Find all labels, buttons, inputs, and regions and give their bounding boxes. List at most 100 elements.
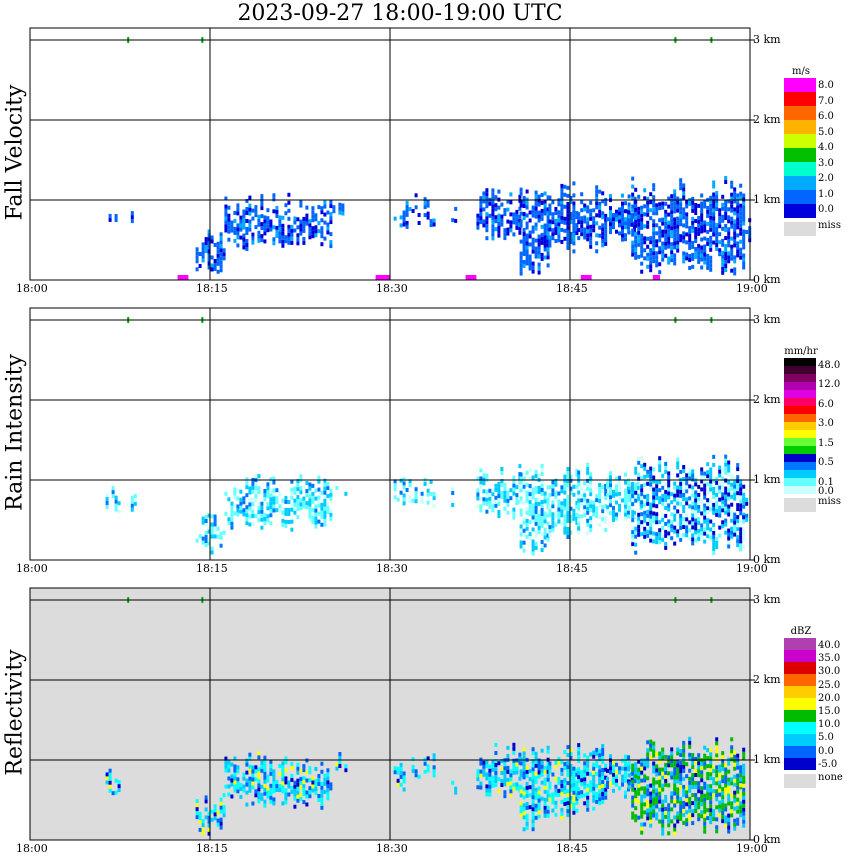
data-cell (323, 506, 327, 511)
data-cell (730, 502, 734, 507)
data-cell (272, 801, 276, 806)
data-cell (534, 469, 538, 474)
data-cell (742, 791, 746, 796)
data-cell (676, 228, 680, 233)
data-cell (643, 248, 647, 253)
data-cell (718, 812, 722, 817)
data-cell (341, 207, 345, 212)
data-cell (326, 784, 330, 789)
data-cell (305, 489, 309, 494)
data-cell (733, 191, 737, 196)
data-cell (727, 243, 731, 248)
data-cell (618, 766, 621, 771)
data-cell (414, 487, 418, 492)
data-cell (522, 520, 526, 525)
data-cell (637, 226, 641, 231)
data-cell (685, 256, 689, 261)
data-cell (210, 235, 214, 240)
data-cell (519, 263, 523, 268)
data-cell (706, 522, 710, 527)
data-cell (575, 808, 579, 813)
data-cell (546, 789, 550, 794)
data-cell (724, 767, 728, 772)
data-cell (652, 515, 656, 520)
data-cell (658, 250, 662, 255)
data-cell (414, 495, 418, 500)
data-cell (676, 775, 680, 780)
data-cell (661, 501, 665, 506)
data-cell (658, 783, 662, 788)
data-cell (251, 773, 255, 778)
data-cell (497, 777, 501, 782)
data-cell (522, 803, 526, 808)
data-cell (739, 535, 743, 540)
data-cell (742, 751, 746, 756)
data-cell (543, 777, 547, 782)
data-cell (338, 202, 342, 207)
data-cell (296, 794, 300, 799)
data-cell (198, 811, 202, 816)
data-cell (736, 245, 740, 250)
data-cell (546, 537, 550, 542)
data-cell (736, 475, 740, 480)
data-cell (609, 495, 612, 500)
data-cell (739, 769, 743, 774)
data-cell (503, 494, 507, 499)
data-cell (426, 488, 430, 493)
data-cell (263, 783, 267, 788)
data-cell (718, 788, 722, 793)
data-cell (615, 778, 618, 783)
data-cell (233, 218, 237, 223)
data-cell (560, 815, 564, 820)
data-cell (621, 201, 624, 206)
data-cell (485, 760, 489, 765)
data-cell (219, 244, 223, 249)
data-cell (224, 220, 228, 225)
data-cell (688, 528, 692, 533)
data-cell (624, 233, 627, 238)
colorbar-label: 0.0 (818, 486, 834, 498)
data-cell (201, 242, 205, 247)
data-cell (269, 219, 273, 224)
data-cell (636, 489, 640, 494)
data-cell (317, 774, 321, 778)
data-cell (736, 213, 740, 218)
data-cell (563, 490, 567, 495)
data-cell (476, 217, 480, 222)
data-cell (595, 249, 599, 254)
data-cell (227, 784, 231, 789)
data-cell (554, 239, 558, 243)
data-cell (540, 240, 544, 245)
data-cell (673, 245, 677, 250)
data-cell (727, 484, 731, 489)
data-cell (314, 504, 318, 509)
data-cell (522, 795, 526, 800)
data-cell (320, 510, 324, 515)
data-cell (703, 753, 707, 758)
data-cell (709, 531, 713, 536)
data-cell (204, 523, 208, 527)
data-cell (320, 206, 324, 211)
data-cell (631, 771, 635, 776)
data-cell (601, 800, 605, 804)
data-cell (679, 469, 683, 474)
data-cell (742, 209, 746, 214)
data-cell (543, 809, 547, 814)
data-cell (566, 813, 570, 818)
data-cell (219, 260, 223, 265)
data-cell (248, 486, 252, 491)
data-cell (563, 502, 567, 507)
data-cell (266, 228, 270, 233)
data-cell (661, 217, 665, 222)
data-cell (540, 224, 544, 229)
data-cell (512, 483, 516, 488)
data-cell (491, 200, 495, 205)
data-cell (540, 532, 544, 536)
data-cell (624, 504, 627, 509)
data-cell (284, 211, 288, 216)
data-cell (658, 230, 662, 235)
data-cell (566, 193, 570, 198)
data-cell (108, 780, 112, 785)
data-cell (572, 774, 576, 779)
